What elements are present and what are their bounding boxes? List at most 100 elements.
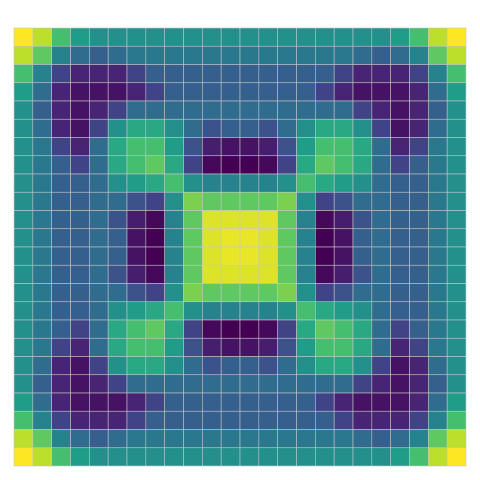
heatmap-cell <box>183 118 203 138</box>
heatmap-cell <box>258 210 278 230</box>
heatmap-cell <box>107 264 128 284</box>
heatmap-cell <box>202 264 222 284</box>
heatmap-cell <box>51 100 71 120</box>
heatmap-cell <box>446 283 467 303</box>
heatmap-cell <box>239 246 260 266</box>
heatmap-cell <box>428 45 448 65</box>
heatmap-cell <box>239 319 260 339</box>
heatmap-cell <box>239 137 260 157</box>
heatmap-cell <box>126 210 147 230</box>
heatmap-cell <box>183 173 203 193</box>
heatmap-cell <box>32 228 52 248</box>
heatmap-cell <box>390 264 410 284</box>
heatmap-cell <box>428 301 448 321</box>
heatmap-cell <box>258 337 278 357</box>
heatmap-cell <box>428 191 448 211</box>
heatmap-cell <box>315 319 335 339</box>
heatmap-cell <box>409 137 429 157</box>
heatmap-cell <box>145 155 165 175</box>
heatmap-cell <box>371 283 391 303</box>
heatmap-cell <box>145 82 165 102</box>
heatmap-cell <box>371 337 391 357</box>
heatmap-cell <box>51 356 71 376</box>
heatmap-cell <box>70 264 90 284</box>
heatmap-cell <box>239 337 260 357</box>
heatmap-cell <box>390 410 410 430</box>
heatmap-cell <box>409 374 429 394</box>
heatmap-cell <box>446 374 467 394</box>
heatmap-cell <box>409 410 429 430</box>
heatmap-cell <box>390 283 410 303</box>
heatmap-cell <box>89 264 109 284</box>
heatmap-cell <box>333 173 354 193</box>
heatmap-cell <box>32 137 52 157</box>
heatmap-cell <box>371 191 391 211</box>
heatmap-cell <box>70 410 90 430</box>
heatmap-cell <box>409 82 429 102</box>
heatmap-cell <box>258 228 278 248</box>
heatmap-cell <box>126 82 147 102</box>
heatmap-cell <box>202 429 222 449</box>
heatmap-cell <box>296 374 316 394</box>
heatmap-cell <box>352 356 373 376</box>
heatmap-cell <box>126 410 147 430</box>
heatmap-cell <box>352 246 373 266</box>
heatmap-cell <box>333 82 354 102</box>
heatmap-cell <box>70 228 90 248</box>
heatmap-cell <box>89 45 109 65</box>
heatmap-cell <box>89 228 109 248</box>
heatmap-cell <box>13 173 34 193</box>
heatmap-cell <box>13 319 34 339</box>
heatmap-cell <box>352 447 373 467</box>
heatmap-cell <box>13 283 34 303</box>
heatmap-cell <box>277 82 297 102</box>
heatmap-cell <box>333 155 354 175</box>
heatmap-cell <box>32 45 52 65</box>
heatmap-cell <box>428 137 448 157</box>
heatmap-cell <box>296 283 316 303</box>
heatmap-cell <box>277 337 297 357</box>
heatmap-cell <box>315 82 335 102</box>
heatmap-cell <box>352 100 373 120</box>
heatmap-cell <box>164 155 184 175</box>
heatmap-cell <box>315 228 335 248</box>
heatmap-cell <box>277 118 297 138</box>
heatmap-cell <box>126 64 147 84</box>
heatmap-cell <box>239 27 260 47</box>
heatmap-cell <box>70 301 90 321</box>
heatmap-cell <box>70 64 90 84</box>
heatmap-cell <box>277 137 297 157</box>
heatmap-cell <box>145 356 165 376</box>
heatmap-cell <box>333 319 354 339</box>
heatmap-cell <box>13 392 34 412</box>
heatmap-cell <box>296 118 316 138</box>
heatmap-cell <box>13 228 34 248</box>
heatmap-cell <box>70 27 90 47</box>
heatmap-cell <box>390 173 410 193</box>
heatmap-cell <box>390 319 410 339</box>
heatmap-cell <box>51 301 71 321</box>
heatmap-cell <box>296 155 316 175</box>
heatmap-cell <box>371 447 391 467</box>
heatmap-cell <box>32 264 52 284</box>
heatmap-cell <box>220 429 241 449</box>
heatmap-cell <box>333 246 354 266</box>
heatmap-cell <box>70 283 90 303</box>
heatmap-cell <box>352 64 373 84</box>
heatmap-cell <box>220 45 241 65</box>
heatmap-cell <box>315 191 335 211</box>
heatmap-cell <box>277 301 297 321</box>
heatmap-cell <box>89 301 109 321</box>
heatmap-cell <box>239 264 260 284</box>
heatmap-cell <box>446 45 467 65</box>
heatmap-cell <box>296 337 316 357</box>
heatmap-cell <box>428 173 448 193</box>
heatmap-cell <box>371 392 391 412</box>
heatmap-cell <box>409 283 429 303</box>
heatmap-cell <box>70 210 90 230</box>
heatmap-cell <box>239 374 260 394</box>
heatmap-cell <box>333 429 354 449</box>
heatmap-cell <box>89 137 109 157</box>
heatmap-cell <box>164 118 184 138</box>
heatmap-cell <box>258 319 278 339</box>
